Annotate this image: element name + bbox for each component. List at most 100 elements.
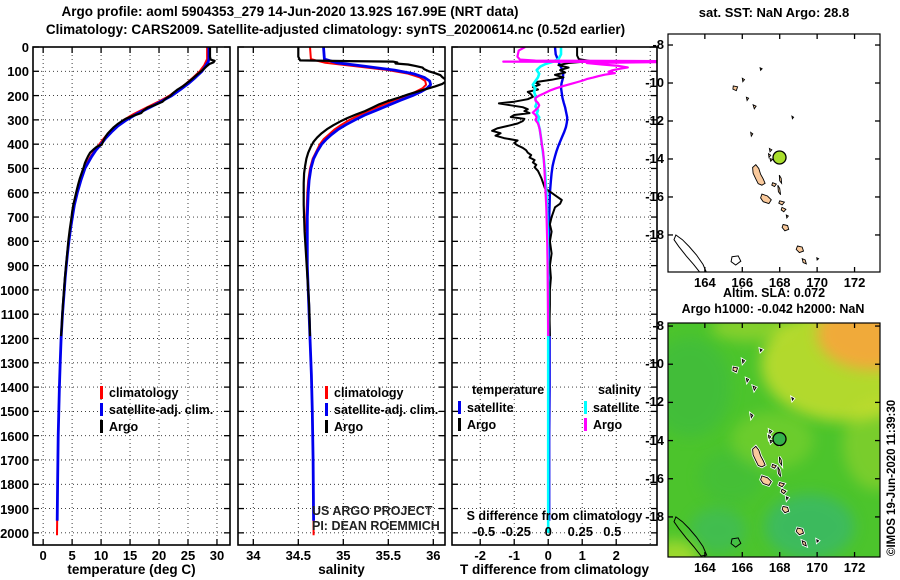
map-lon-tick-label: 164 [694,560,716,575]
legend-label: climatology [109,385,179,400]
sla-anomaly-patch [710,323,793,342]
legend-t-difference: temperature satellite Argo [458,383,544,433]
depth-tick-label: 800 [7,234,29,250]
legend-group-header: temperature [472,383,545,397]
x-tick-label: 1 [578,548,586,563]
map-lon-tick-label: 172 [843,560,866,575]
legend-label: Argo [593,417,623,432]
float-location-marker [772,150,787,165]
legend-item: satellite-adj. clim. [325,401,438,418]
map-lat-tick-label: -8 [652,37,664,53]
s-diff-tick-label: 0 [544,524,552,539]
depth-tick-label: 100 [7,64,29,80]
island-gaua [768,429,773,435]
map-lat-tick-label: -12 [645,394,664,410]
series-satellite-adjusted-climatology [305,47,433,521]
island-maewo [778,456,783,467]
map-lat-tick-label: -14 [645,432,664,448]
series-argo [297,47,445,337]
island-outline-loyalty [730,255,742,266]
x-tick-label: 34 [246,548,261,563]
s-diff-axis-label: S difference from climatology [466,509,643,523]
figure-subtitle: Climatology: CARS2009. Satellite-adjuste… [45,22,626,37]
legend-label: Argo [109,419,139,434]
temperature-profile-panel [32,46,231,546]
depth-tick-label: 1200 [0,331,29,347]
altim-sla-label: Altim. SLA: 0.072 [722,286,826,300]
island-outline-new-caledonia [673,516,708,557]
legend-salinity-panel: climatology satellite-adj. clim. Argo [325,384,438,435]
s-diff-tick-label: -0.5 [472,524,496,539]
legend-label: satellite [593,400,640,415]
island-espiritu-santo [752,164,766,186]
x-tick-label: 0 [39,548,47,563]
map-lat-tick-label: -18 [645,226,664,242]
island-santa-cruz [732,85,739,92]
x-tick-label: 20 [151,548,167,563]
s-diff-tick-label: 0.5 [603,524,622,539]
island-epi [780,488,787,495]
s-diff-tick-label: 0.25 [567,524,593,539]
float-location-marker [772,431,787,447]
legend-item: Argo [458,416,544,433]
island-espiritu-santo [752,445,766,468]
series-satellite-adjusted-climatology [55,47,211,521]
island-tanna [801,540,807,547]
island-santa-cruz [732,366,739,373]
t-argo-line-swatch [458,418,461,431]
island-ambrym [778,482,786,488]
series-argo [60,47,216,337]
depth-tick-label: 1700 [0,452,29,468]
island-malakula [760,193,772,205]
figure-title: Argo profile: aoml 5904353_279 14-Jun-20… [61,4,519,19]
x-tick-label: 36 [426,548,441,563]
depth-tick-label: 1500 [0,404,29,420]
island-west-islet [769,439,774,444]
island-pentecost [777,466,782,477]
island-tikopia [791,115,795,120]
legend-temperature-panel: climatology satellite-adj. clim. Argo [100,384,213,435]
legend-item: Argo [325,418,438,435]
island-epi [780,206,787,213]
argo-line-swatch [100,420,103,433]
island-erromango [795,245,805,254]
location-map-panel [667,33,881,273]
depth-tick-label: 1900 [0,501,29,517]
depth-tick-label: 1300 [0,355,29,371]
island-tanna [801,257,807,265]
legend-group-header: salinity [598,383,642,397]
series-t-argo-diff [491,47,592,337]
island-reef-islands [741,77,746,83]
satellite-adj-line-swatch [325,403,328,416]
salinity-axis-label: salinity [318,562,365,577]
island-torres [750,412,754,419]
sla-anomaly-patch [843,398,880,491]
sla-anomaly-patch [699,450,763,504]
island-outline-loyalty [730,537,742,548]
map-lon-tick-label: 164 [694,275,716,290]
legend-label: Argo [467,417,497,432]
t-satellite-line-swatch [458,401,461,414]
depth-tick-label: 300 [7,112,29,128]
island-west-islet [769,157,774,163]
salinity-profile-panel [237,46,446,546]
depth-tick-label: 1100 [0,307,29,323]
legend-label: Argo [334,419,364,434]
climatology-line-swatch [325,386,328,399]
island-malakula [760,475,772,486]
legend-item: satellite-adj. clim. [100,401,213,418]
legend-label: climatology [334,385,404,400]
island-shepherd [785,496,790,501]
island-maewo [778,174,783,185]
series-climatology [56,47,209,536]
map-lon-tick-label: 172 [843,275,866,290]
x-tick-label: 15 [122,548,138,563]
island-efate [781,223,790,232]
x-tick-label: 35.5 [375,548,401,563]
satellite-adj-line-swatch [100,403,103,416]
depth-tick-label: 1800 [0,477,29,493]
sla-anomaly-patch [689,507,747,554]
x-tick-label: 10 [93,548,109,563]
island-shepherd [785,214,789,219]
island-utupua [745,377,750,383]
